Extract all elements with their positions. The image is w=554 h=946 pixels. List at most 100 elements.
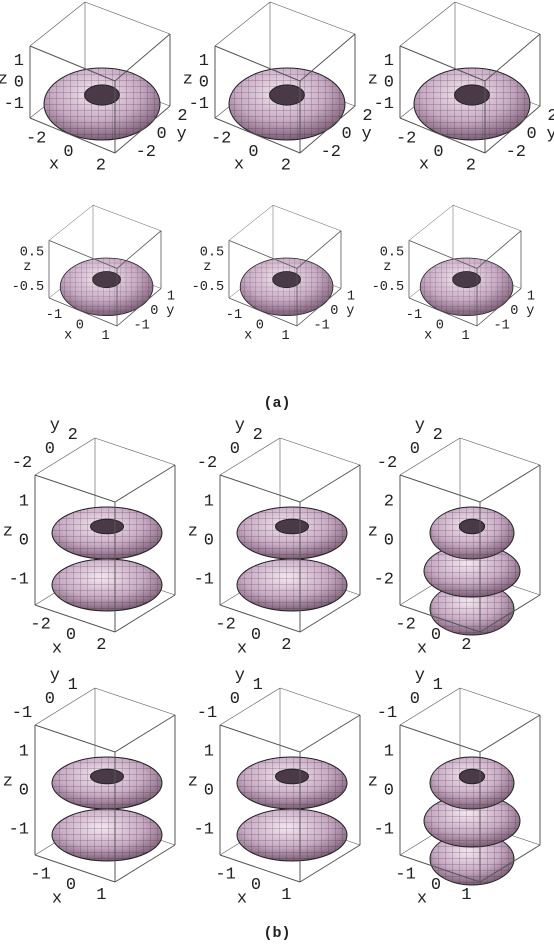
axis-text: z [183,70,193,89]
axis-text: -0.5 [12,280,45,295]
box-edge [95,438,175,465]
torus-hole [455,85,490,105]
axis-text: 1 [253,676,263,695]
axis-text: 1 [14,52,24,71]
torus-hole [273,272,301,288]
axis-text: z [368,70,378,89]
box-edge [280,688,360,715]
axis-text: x [52,639,62,658]
torus-hole [276,769,309,784]
axis-text: x [417,639,427,658]
axis-text: x [419,155,429,174]
axis-text: -1 [374,820,394,839]
axis-text: 0 [410,690,420,709]
panel: -202x10-1z20-2y [183,2,373,175]
axis-text: z [383,260,391,275]
axis-text: 0 [330,304,338,319]
box-edge [273,205,341,231]
axis-text: z [188,772,198,791]
axis-text: 2 [177,107,187,126]
torus-hole [85,85,120,105]
axis-text: 2 [281,636,291,655]
axis-text: -2 [215,616,235,635]
axis-text: 1 [199,52,209,71]
axis-text: x [52,889,62,908]
axis-text: -1 [30,866,50,885]
axis-text: -2 [197,454,217,473]
box-edge [480,715,540,752]
axis-text: 0 [431,876,441,895]
axis-text: -1 [197,704,217,723]
axis-text: z [3,522,13,541]
axis-text: -2 [12,454,32,473]
box-edge [455,2,540,34]
axis-text: 0 [45,690,55,709]
axis-text: 1 [102,329,110,344]
figure: (a) (b) -202x10-1z20-2y-202x10-1z20-2y-2… [0,0,554,946]
axis-text: 1 [461,886,471,905]
axis-text: 2 [281,156,291,175]
axis-text: 2 [68,426,78,445]
axis-text: 1 [462,329,470,344]
axis-text: 2 [96,156,106,175]
axis-text: y [362,125,372,144]
box-edge [93,205,161,231]
axis-text: 0 [384,73,394,92]
box-edge [485,34,540,81]
axis-text: 2 [461,636,471,655]
panel: -101x0.5-0.5z10-1y [12,205,176,344]
axis-text: 0 [342,125,352,144]
axis-text: 1 [68,676,78,695]
box-edge [85,2,170,34]
box-edge [400,725,480,752]
axis-text: x [234,155,244,174]
axis-text: -2 [321,143,341,162]
torus-hole [459,769,484,784]
axis-text: 1 [347,290,355,305]
axis-text: 0 [251,876,261,895]
axis-text: y [50,416,60,435]
box-edge [460,438,540,465]
axis-text: 1 [19,742,29,761]
torus-mesh [237,809,347,861]
axis-text: 0 [76,318,84,333]
axis-text: -1 [406,308,422,323]
axis-text: -1 [9,570,29,589]
box-edge [49,205,93,240]
axis-text: 0 [204,531,214,550]
torus-mesh [52,559,162,611]
axis-text: 0 [157,125,167,144]
torus-hole [93,272,121,288]
axis-text: x [417,889,427,908]
box-edge [95,688,175,715]
axis-text: -2 [374,570,394,589]
axis-text: 0 [66,876,76,895]
axis-text: -0.5 [372,280,405,295]
axis-text: x [424,328,432,343]
axis-text: -2 [377,454,397,473]
axis-text: x [237,889,247,908]
axis-text: -1 [374,95,394,114]
box-edge [220,725,300,752]
axis-text: z [3,772,13,791]
axis-text: 0 [433,143,443,162]
axis-text: 1 [282,329,290,344]
box-edge [297,231,341,269]
axis-text: -1 [12,704,32,723]
caption: (a) [263,395,290,412]
axis-text: x [64,328,72,343]
axis-text: 2 [253,426,263,445]
axis-text: 0 [410,440,420,459]
box-edge [35,725,115,752]
axis-text: 2 [547,107,554,126]
axis-text: 2 [384,492,394,511]
axis-text: 0 [436,318,444,333]
axis-text: 1 [19,492,29,511]
box-edge [300,34,355,81]
box-edge [115,34,170,81]
box-edge [460,688,540,715]
box-edge [220,475,300,502]
axis-text: z [368,772,378,791]
torus-hole [276,519,309,534]
